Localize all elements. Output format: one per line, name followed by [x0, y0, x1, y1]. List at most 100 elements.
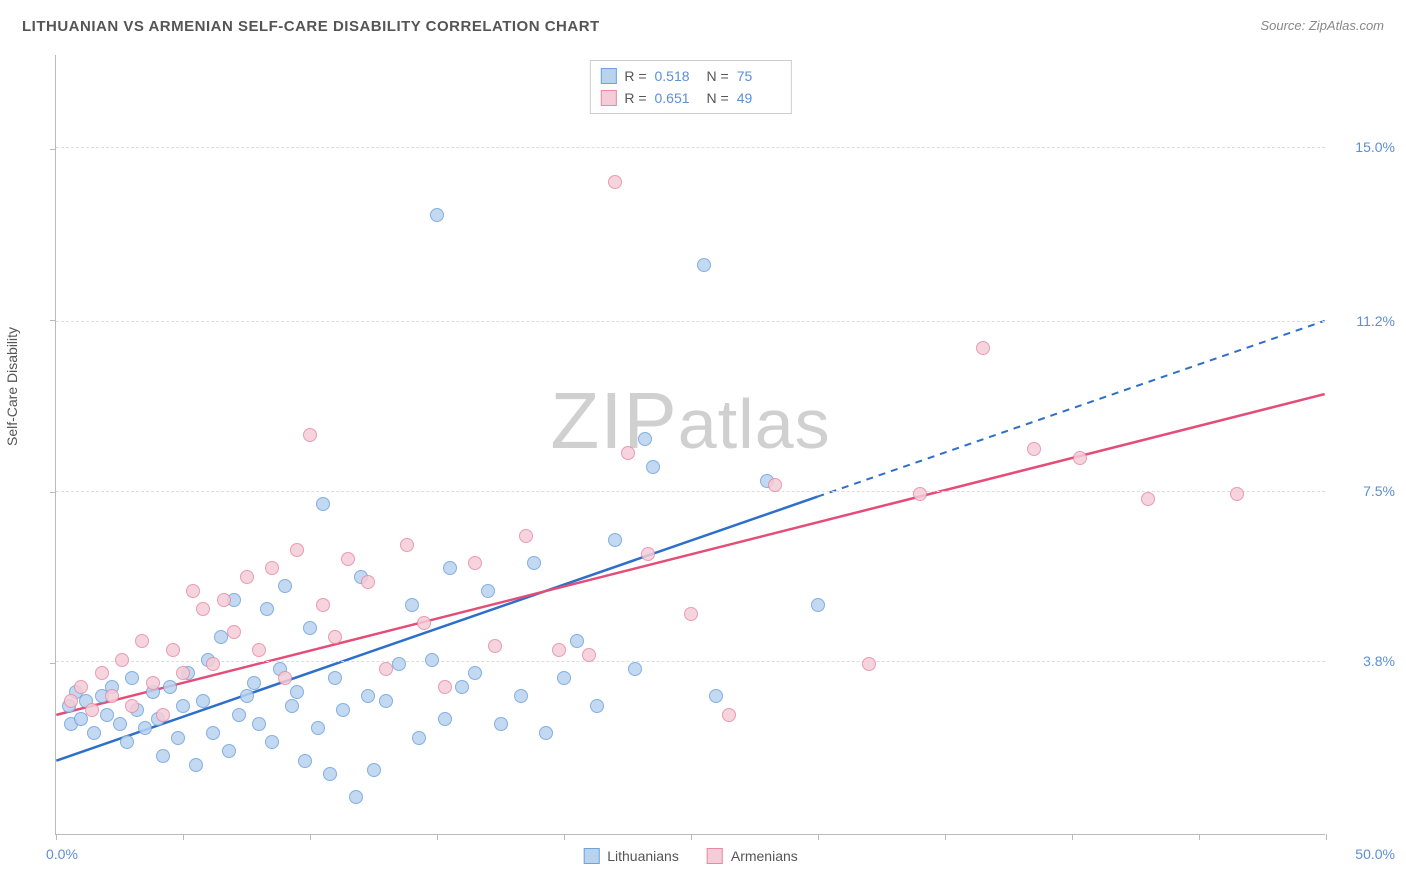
data-point	[222, 744, 236, 758]
data-point	[527, 556, 541, 570]
data-point	[379, 662, 393, 676]
legend-R-value: 0.518	[655, 65, 699, 87]
data-point	[811, 598, 825, 612]
data-point	[608, 175, 622, 189]
gridline	[56, 147, 1325, 148]
x-tick	[56, 834, 57, 840]
data-point	[328, 671, 342, 685]
data-point	[278, 579, 292, 593]
data-point	[405, 598, 419, 612]
data-point	[590, 699, 604, 713]
y-tick	[50, 492, 56, 493]
data-point	[438, 712, 452, 726]
data-point	[641, 547, 655, 561]
data-point	[316, 598, 330, 612]
data-point	[646, 460, 660, 474]
data-point	[176, 699, 190, 713]
legend-N-value: 75	[737, 65, 781, 87]
series-legend: Lithuanians Armenians	[583, 848, 798, 864]
legend-swatch	[600, 90, 616, 106]
data-point	[115, 653, 129, 667]
data-point	[438, 680, 452, 694]
data-point	[488, 639, 502, 653]
data-point	[285, 699, 299, 713]
chart-title: LITHUANIAN VS ARMENIAN SELF-CARE DISABIL…	[22, 18, 600, 35]
x-tick	[564, 834, 565, 840]
data-point	[196, 602, 210, 616]
data-point	[135, 634, 149, 648]
correlation-legend: R = 0.518 N = 75R =0.651N =49	[589, 60, 791, 114]
data-point	[206, 657, 220, 671]
legend-series-item: Armenians	[707, 848, 798, 864]
data-point	[392, 657, 406, 671]
trend-lines	[56, 55, 1325, 834]
data-point	[443, 561, 457, 575]
data-point	[519, 529, 533, 543]
data-point	[514, 689, 528, 703]
legend-N-value: 49	[737, 87, 781, 109]
data-point	[768, 478, 782, 492]
data-point	[328, 630, 342, 644]
data-point	[697, 258, 711, 272]
y-tick	[50, 663, 56, 664]
data-point	[323, 767, 337, 781]
legend-swatch	[600, 68, 616, 84]
x-tick	[945, 834, 946, 840]
data-point	[1027, 442, 1041, 456]
data-point	[722, 708, 736, 722]
data-point	[206, 726, 220, 740]
data-point	[684, 607, 698, 621]
data-point	[621, 446, 635, 460]
data-point	[379, 694, 393, 708]
data-point	[232, 708, 246, 722]
data-point	[303, 621, 317, 635]
x-axis-end-label: 50.0%	[1355, 846, 1395, 862]
data-point	[163, 680, 177, 694]
data-point	[260, 602, 274, 616]
data-point	[552, 643, 566, 657]
data-point	[455, 680, 469, 694]
legend-corr-row: R =0.651N =49	[600, 87, 780, 109]
y-tick-label: 15.0%	[1335, 139, 1395, 155]
data-point	[240, 570, 254, 584]
data-point	[146, 676, 160, 690]
data-point	[349, 790, 363, 804]
data-point	[976, 341, 990, 355]
data-point	[1141, 492, 1155, 506]
data-point	[240, 689, 254, 703]
data-point	[494, 717, 508, 731]
data-point	[913, 487, 927, 501]
data-point	[156, 708, 170, 722]
data-point	[582, 648, 596, 662]
data-point	[481, 584, 495, 598]
data-point	[186, 584, 200, 598]
data-point	[74, 680, 88, 694]
gridline	[56, 661, 1325, 662]
data-point	[361, 689, 375, 703]
legend-series-item: Lithuanians	[583, 848, 679, 864]
y-tick-label: 3.8%	[1335, 653, 1395, 669]
data-point	[156, 749, 170, 763]
data-point	[341, 552, 355, 566]
x-tick	[437, 834, 438, 840]
x-tick	[183, 834, 184, 840]
data-point	[298, 754, 312, 768]
data-point	[468, 666, 482, 680]
x-tick	[1072, 834, 1073, 840]
data-point	[336, 703, 350, 717]
data-point	[367, 763, 381, 777]
legend-R-label: R =	[624, 65, 646, 87]
data-point	[95, 666, 109, 680]
x-tick	[818, 834, 819, 840]
data-point	[608, 533, 622, 547]
data-point	[628, 662, 642, 676]
data-point	[85, 703, 99, 717]
data-point	[196, 694, 210, 708]
x-tick	[691, 834, 692, 840]
data-point	[557, 671, 571, 685]
source-label: Source: ZipAtlas.com	[1260, 18, 1384, 33]
watermark: ZIPatlas	[550, 375, 830, 467]
data-point	[570, 634, 584, 648]
legend-N-label: N =	[707, 65, 729, 87]
legend-series-label: Lithuanians	[607, 848, 679, 864]
